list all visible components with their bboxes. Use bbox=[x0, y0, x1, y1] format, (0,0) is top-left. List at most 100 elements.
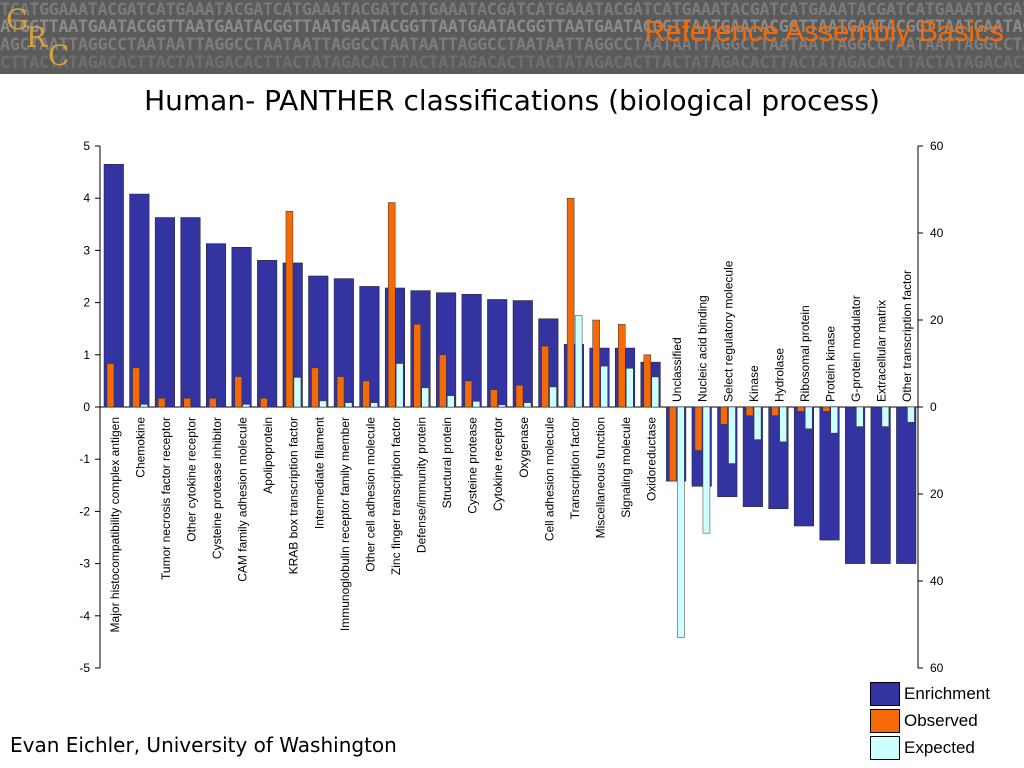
chart-category-labels: Major histocompatibility complex antigen… bbox=[108, 260, 914, 632]
observed-bar bbox=[464, 380, 473, 408]
category-label-extracellular-matrix: Extracellular matrix bbox=[875, 300, 889, 402]
observed-bar bbox=[106, 363, 115, 408]
observed-bar bbox=[822, 406, 830, 412]
header-banner: TCATGGAAATACGATCATGAAATACGATCATGAAATACGA… bbox=[0, 0, 1024, 74]
observed-bar bbox=[387, 202, 396, 408]
category-label-nucleic-acid-binding: Nucleic acid binding bbox=[696, 295, 710, 402]
right-axis-tick-label: 20 bbox=[930, 313, 944, 327]
observed-bar bbox=[157, 398, 166, 408]
legend-item-observed: Observed bbox=[866, 707, 1016, 734]
enrichment-bar bbox=[845, 406, 866, 564]
observed-bar bbox=[362, 380, 370, 408]
expected-bar bbox=[421, 387, 429, 408]
enrichment-bar bbox=[180, 217, 201, 408]
category-label-oxygenase: Oxygenase bbox=[517, 417, 531, 478]
expected-bar bbox=[574, 315, 583, 408]
category-label-intermediate-filament: Intermediate filament bbox=[312, 416, 326, 529]
left-axis-tick-label: 4 bbox=[83, 191, 90, 205]
category-label-other-cytokine-receptor: Other cytokine receptor bbox=[184, 417, 198, 542]
expected-bar bbox=[626, 368, 634, 408]
category-label-structural-protein: Structural protein bbox=[440, 417, 454, 508]
enrichment-bar bbox=[154, 217, 175, 408]
category-label-apolipoprotein: Apolipoprotein bbox=[261, 417, 275, 494]
observed-bar bbox=[285, 211, 294, 408]
expected-bar bbox=[779, 406, 787, 443]
expected-bar bbox=[370, 402, 378, 408]
category-label-zinc-finger-transcription-factor: Zinc finger transcription factor bbox=[389, 417, 403, 575]
category-label-defense-immunity-protein: Defense/immunity protein bbox=[415, 417, 429, 553]
expected-bar bbox=[293, 377, 302, 408]
observed-bar bbox=[515, 385, 524, 408]
left-axis-tick-label: -1 bbox=[79, 452, 90, 466]
grc-logo: G R C bbox=[6, 3, 70, 72]
category-label-other-cell-adhesion-molecule: Other cell adhesion molecule bbox=[363, 417, 377, 572]
observed-bar bbox=[132, 367, 140, 408]
observed-bar bbox=[618, 324, 626, 408]
observed-bar bbox=[413, 324, 421, 408]
observed-bar bbox=[720, 406, 728, 425]
expected-bar bbox=[140, 404, 148, 408]
category-label-tumor-necrosis-factor-receptor: Tumor necrosis factor receptor bbox=[159, 417, 173, 580]
expected-bar bbox=[677, 406, 685, 638]
expected-bar bbox=[549, 386, 557, 408]
enrichment-bar bbox=[257, 260, 278, 408]
observed-bar bbox=[643, 354, 652, 408]
enrichment-bar bbox=[206, 243, 227, 408]
legend-swatch-enrichment bbox=[870, 682, 900, 706]
expected-bar bbox=[907, 406, 915, 423]
left-axis-tick-label: 1 bbox=[83, 348, 90, 362]
observed-bar bbox=[796, 406, 805, 412]
right-axis-tick-label: 0 bbox=[930, 400, 937, 414]
left-axis-tick-label: 0 bbox=[83, 400, 90, 414]
chart-title: Human- PANTHER classifications (biologic… bbox=[144, 84, 880, 117]
deck-title: Reference Assembly Basics bbox=[644, 16, 1004, 48]
legend-label-enrichment: Enrichment bbox=[904, 684, 990, 703]
left-axis-tick-label: -4 bbox=[79, 609, 90, 623]
observed-bar bbox=[771, 406, 779, 416]
category-label-krab-box-transcription-factor: KRAB box transcription factor bbox=[287, 417, 301, 574]
expected-bar bbox=[523, 402, 532, 408]
expected-bar bbox=[753, 406, 762, 440]
category-label-ribosomal-protein: Ribosomal protein bbox=[798, 305, 812, 402]
category-label-major-histocompatibility-complex-antigen: Major histocompatibility complex antigen bbox=[108, 417, 122, 632]
observed-bar bbox=[183, 398, 191, 408]
observed-bar bbox=[566, 197, 575, 408]
expected-bar bbox=[651, 376, 660, 408]
enrichment-bar bbox=[896, 406, 917, 564]
category-label-other-transcription-factor: Other transcription factor bbox=[900, 270, 914, 402]
observed-bar bbox=[490, 389, 498, 408]
right-axis-tick-label: 40 bbox=[930, 574, 944, 588]
observed-bar bbox=[592, 319, 600, 408]
left-axis-tick-label: -3 bbox=[79, 557, 90, 571]
left-axis-tick-label: -5 bbox=[79, 661, 90, 675]
observed-bar bbox=[311, 367, 319, 408]
category-label-g-protein-modulator: G-protein modulator bbox=[849, 295, 863, 402]
expected-bar bbox=[830, 406, 838, 434]
expected-bar bbox=[242, 404, 251, 408]
expected-bar bbox=[344, 402, 353, 408]
category-label-immunoglobulin-receptor-family-member: Immunoglobulin receptor family member bbox=[338, 417, 352, 631]
chart-legend: Enrichment Observed Expected bbox=[866, 680, 1016, 761]
expected-bar bbox=[728, 406, 736, 464]
observed-bar bbox=[669, 406, 677, 482]
footer-credit: Evan Eichler, University of Washington bbox=[10, 733, 397, 757]
expected-bar bbox=[319, 400, 327, 408]
observed-bar bbox=[209, 398, 217, 408]
expected-bar bbox=[395, 363, 404, 408]
observed-bar bbox=[541, 345, 549, 408]
left-axis-tick-label: 3 bbox=[83, 243, 90, 257]
left-axis-tick-label: 2 bbox=[83, 296, 90, 310]
category-label-cysteine-protease: Cysteine protease bbox=[466, 417, 480, 514]
category-label-cysteine-protease-inhibitor: Cysteine protease inhibitor bbox=[210, 417, 224, 559]
legend-swatch-observed bbox=[870, 709, 900, 733]
right-axis-tick-label: 60 bbox=[930, 661, 944, 675]
dna-texture: CTTACTATAGACACTTACTATAGACACTTACTATAGACAC… bbox=[0, 53, 1024, 73]
observed-bar bbox=[260, 398, 268, 408]
observed-bar bbox=[234, 376, 243, 408]
observed-bar bbox=[694, 406, 703, 451]
category-label-cytokine-receptor: Cytokine receptor bbox=[491, 417, 505, 511]
legend-label-expected: Expected bbox=[904, 738, 975, 757]
category-label-select-regulatory-molecule: Select regulatory molecule bbox=[721, 260, 735, 402]
right-axis-tick-label: 20 bbox=[930, 487, 944, 501]
